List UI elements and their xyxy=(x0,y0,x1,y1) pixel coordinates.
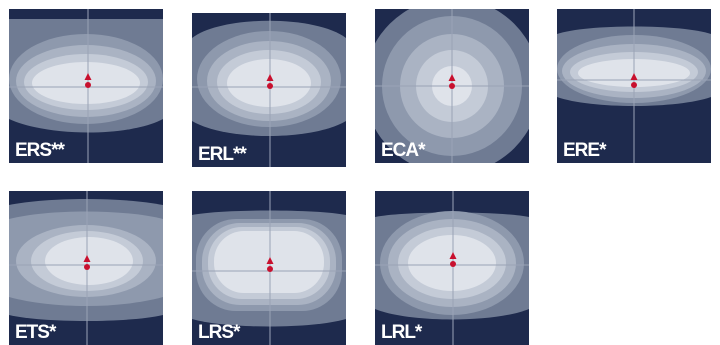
tile-label: ETS* xyxy=(15,322,56,343)
distribution-tile-eca: ECA* xyxy=(375,9,529,163)
center-marker xyxy=(84,73,92,88)
tile-label: ERS** xyxy=(15,140,65,161)
distribution-tile-erl: ERL** xyxy=(192,13,346,167)
distribution-plot xyxy=(192,191,346,345)
band-5 xyxy=(227,59,311,107)
distribution-plot xyxy=(9,191,163,345)
tile-label: LRL* xyxy=(381,322,422,343)
distribution-plot xyxy=(192,13,346,167)
center-marker xyxy=(83,255,91,270)
tile-label: ERL** xyxy=(198,144,247,165)
distribution-tile-ere: ERE* xyxy=(557,9,711,163)
center-marker xyxy=(449,252,457,267)
distribution-plot xyxy=(9,9,163,163)
tile-label: ERE* xyxy=(563,140,606,161)
distribution-tile-ers: ERS** xyxy=(9,9,163,163)
distribution-plot xyxy=(375,9,529,163)
center-marker xyxy=(266,74,274,89)
distribution-tile-lrl: LRL* xyxy=(375,191,529,345)
tile-label: LRS* xyxy=(198,322,240,343)
center-marker xyxy=(266,257,274,272)
distribution-tile-lrs: LRS* xyxy=(192,191,346,345)
center-marker xyxy=(630,73,638,88)
distribution-plot xyxy=(375,191,529,345)
distribution-plot xyxy=(557,9,711,163)
tile-label: ECA* xyxy=(381,140,426,161)
distribution-tile-ets: ETS* xyxy=(9,191,163,345)
intensity-bands xyxy=(9,19,163,133)
center-marker xyxy=(448,74,456,89)
